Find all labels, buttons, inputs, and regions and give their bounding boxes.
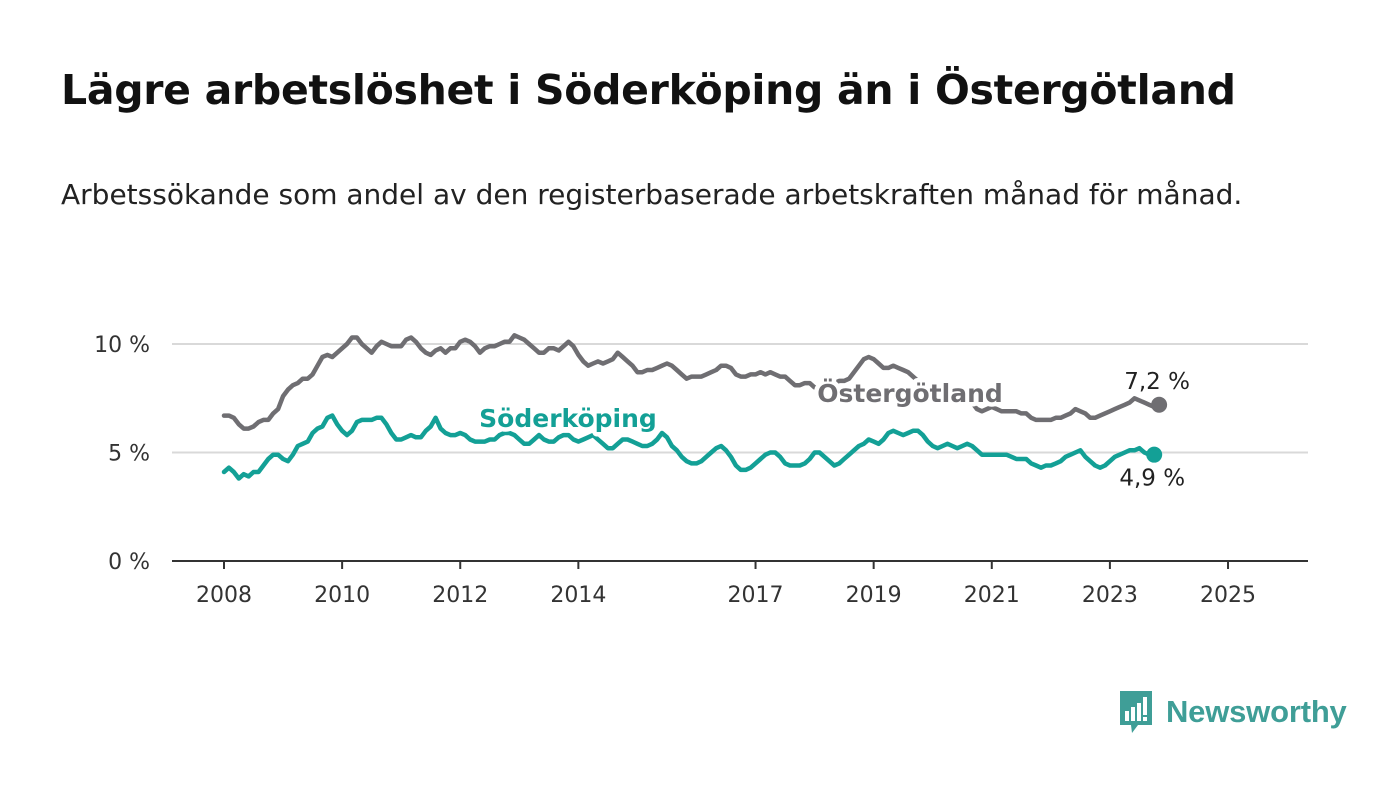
series-end-marker xyxy=(1146,446,1163,463)
brand-name: Newsworthy xyxy=(1166,694,1347,729)
x-tick-label: 2019 xyxy=(846,583,902,608)
x-tick-label: 2014 xyxy=(550,583,606,608)
series-name-halo: Söderköping xyxy=(479,404,657,433)
x-axis-ticks: 2008 2010 2012 2014 2017 2019 2021 2023 2025 xyxy=(196,561,1256,608)
y-tick-label: 10 % xyxy=(94,333,150,358)
series-lines xyxy=(221,333,1168,481)
newsworthy-logo: Newsworthy xyxy=(1118,688,1347,736)
x-tick-label: 2025 xyxy=(1200,583,1256,608)
x-tick-label: 2012 xyxy=(432,583,488,608)
chart-subtitle: Arbetssökande som andel av den registerb… xyxy=(61,178,1243,211)
x-tick-label: 2017 xyxy=(728,583,784,608)
series-line-ostergotland xyxy=(221,333,1162,431)
x-tick-label: 2021 xyxy=(964,583,1020,608)
y-tick-label: 0 % xyxy=(108,550,150,575)
y-axis-ticks: 0 % 5 % 10 % xyxy=(94,333,150,575)
series-name-label: Söderköping xyxy=(479,404,657,433)
x-tick-label: 2010 xyxy=(314,583,370,608)
chart-title: Lägre arbetslöshet i Söderköping än i Ös… xyxy=(61,66,1236,114)
series-line-soderkoping xyxy=(221,413,1157,481)
series-end-marker xyxy=(1151,396,1168,413)
series-end-value-label: 7,2 % xyxy=(1124,369,1190,395)
bar-chart-speech-bubble-icon xyxy=(1120,691,1152,733)
series-name-halo: Östergötland xyxy=(817,378,1003,408)
x-tick-label: 2023 xyxy=(1082,583,1138,608)
series-name-label: Östergötland xyxy=(817,378,1003,408)
y-tick-label: 5 % xyxy=(108,442,150,467)
series-end-value-label: 4,9 % xyxy=(1119,466,1185,492)
x-tick-label: 2008 xyxy=(196,583,252,608)
